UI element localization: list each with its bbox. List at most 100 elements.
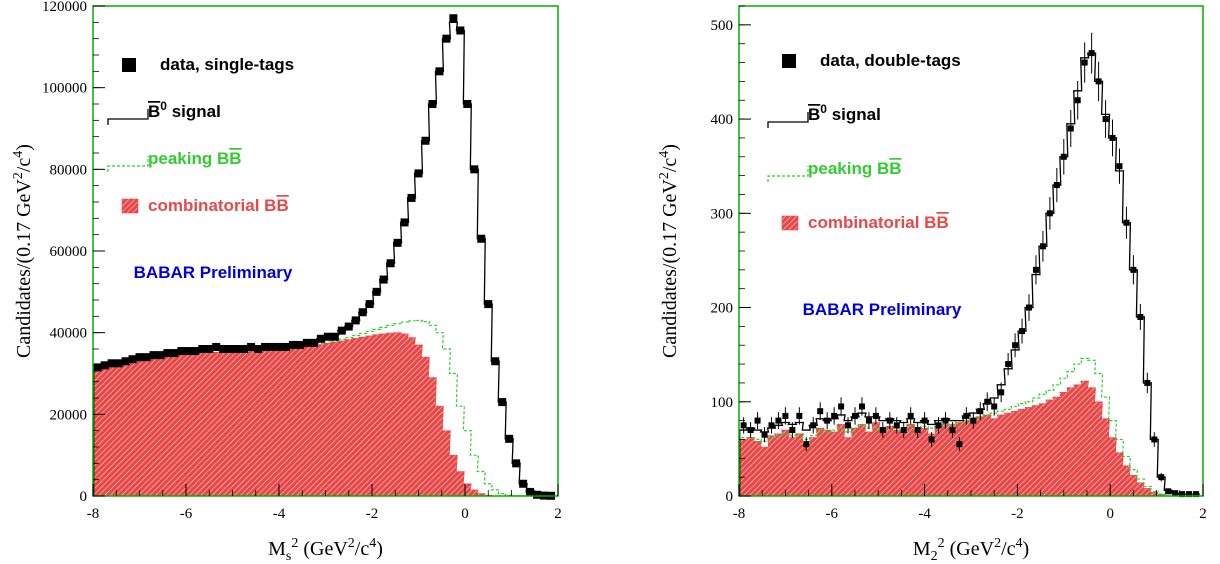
data-point xyxy=(337,326,346,335)
data-point xyxy=(163,349,172,358)
data-point xyxy=(1053,182,1060,189)
legend: data, double-tags B0 signal peaking BB comb… xyxy=(767,51,961,232)
data-point xyxy=(351,316,360,325)
data-point xyxy=(942,417,949,424)
data-point xyxy=(1144,379,1151,386)
data-point xyxy=(456,26,465,35)
data-point xyxy=(810,422,817,429)
data-point xyxy=(128,355,137,364)
data-point xyxy=(1123,219,1130,226)
data-point xyxy=(998,389,1005,396)
data-point xyxy=(135,353,144,362)
data-point xyxy=(845,422,852,429)
data-point xyxy=(1116,163,1123,170)
data-point xyxy=(344,322,353,331)
y-axis-label: Candidates/(0.17 GeV2/c4) xyxy=(657,144,681,358)
data-point xyxy=(407,193,416,202)
data-point xyxy=(295,340,304,349)
data-point xyxy=(886,417,893,424)
legend-label-data: data, single-tags xyxy=(160,55,294,74)
y-tick-label: 0 xyxy=(80,489,88,505)
data-point xyxy=(935,422,942,429)
data-point xyxy=(449,14,458,23)
y-tick-label: 100 xyxy=(711,395,734,411)
legend-peaking-line xyxy=(107,156,149,172)
data-point xyxy=(268,342,277,351)
legend-signal-line xyxy=(767,112,809,128)
legend-combinatorial-swatch xyxy=(781,215,799,231)
data-point xyxy=(991,403,998,410)
data-point xyxy=(754,417,761,424)
data-point xyxy=(226,345,235,353)
data-point xyxy=(1081,59,1088,66)
data-point xyxy=(963,412,970,419)
data-point xyxy=(428,100,437,108)
data-point xyxy=(114,359,123,368)
x-tick-label: -8 xyxy=(87,506,100,522)
data-point xyxy=(261,342,270,351)
data-point xyxy=(789,427,796,434)
data-point xyxy=(1005,361,1012,368)
x-tick-label: 0 xyxy=(461,506,469,522)
data-point xyxy=(484,300,493,309)
data-point xyxy=(526,487,535,496)
y-tick-label: 20000 xyxy=(50,407,88,423)
data-point xyxy=(100,361,109,370)
data-point xyxy=(533,490,542,499)
data-point xyxy=(1186,491,1193,498)
data-point xyxy=(498,398,507,407)
legend-data-marker xyxy=(122,58,136,72)
data-point xyxy=(1172,490,1179,497)
data-point xyxy=(421,136,430,145)
data-point xyxy=(970,417,977,424)
x-tick-label: 2 xyxy=(1199,506,1207,522)
data-point xyxy=(872,412,879,419)
data-point xyxy=(1019,328,1026,335)
x-tick-label: -6 xyxy=(826,506,839,522)
data-point xyxy=(1039,243,1046,250)
y-tick-label: 200 xyxy=(711,301,734,317)
data-point xyxy=(275,342,283,351)
data-point xyxy=(1165,488,1172,495)
data-point xyxy=(817,408,824,415)
data-point xyxy=(198,345,207,353)
data-point xyxy=(858,403,865,410)
data-point xyxy=(865,417,872,424)
data-point xyxy=(247,342,256,351)
data-point xyxy=(1179,491,1186,498)
data-point xyxy=(121,357,130,366)
data-point xyxy=(824,417,831,424)
legend-label-signal: B0 signal xyxy=(148,99,221,121)
data-point xyxy=(212,342,221,351)
data-point xyxy=(914,427,921,434)
data-point xyxy=(281,342,290,351)
data-point xyxy=(852,412,858,419)
data-point xyxy=(142,353,151,362)
data-point xyxy=(803,441,810,448)
data-point xyxy=(379,275,388,284)
x-tick-label: 2 xyxy=(554,506,562,522)
x-tick-label: -8 xyxy=(733,506,746,522)
y-tick-label: 0 xyxy=(726,489,734,505)
data-point xyxy=(740,422,747,429)
panel-2: -8 -6 -4 -2 0 2 0 100 200 300 400 500 M22 (GeV2/c4) C… xyxy=(657,5,1207,564)
data-point xyxy=(1012,342,1019,349)
data-point xyxy=(512,459,521,468)
babar-preliminary-label: BABAR Preliminary xyxy=(134,263,293,282)
y-tick-label: 300 xyxy=(711,206,734,222)
data-point xyxy=(1137,313,1144,320)
x-tick-label: -6 xyxy=(180,506,193,522)
data-point xyxy=(302,338,311,347)
data-point xyxy=(463,100,472,108)
data-point xyxy=(170,349,179,358)
data-point xyxy=(93,363,102,372)
data-point xyxy=(177,347,186,356)
data-point xyxy=(879,427,886,434)
data-point xyxy=(233,345,242,353)
data-point xyxy=(1102,116,1109,123)
data-point xyxy=(184,347,193,356)
data-point xyxy=(240,345,249,353)
data-point xyxy=(107,359,116,368)
data-point xyxy=(191,347,200,356)
